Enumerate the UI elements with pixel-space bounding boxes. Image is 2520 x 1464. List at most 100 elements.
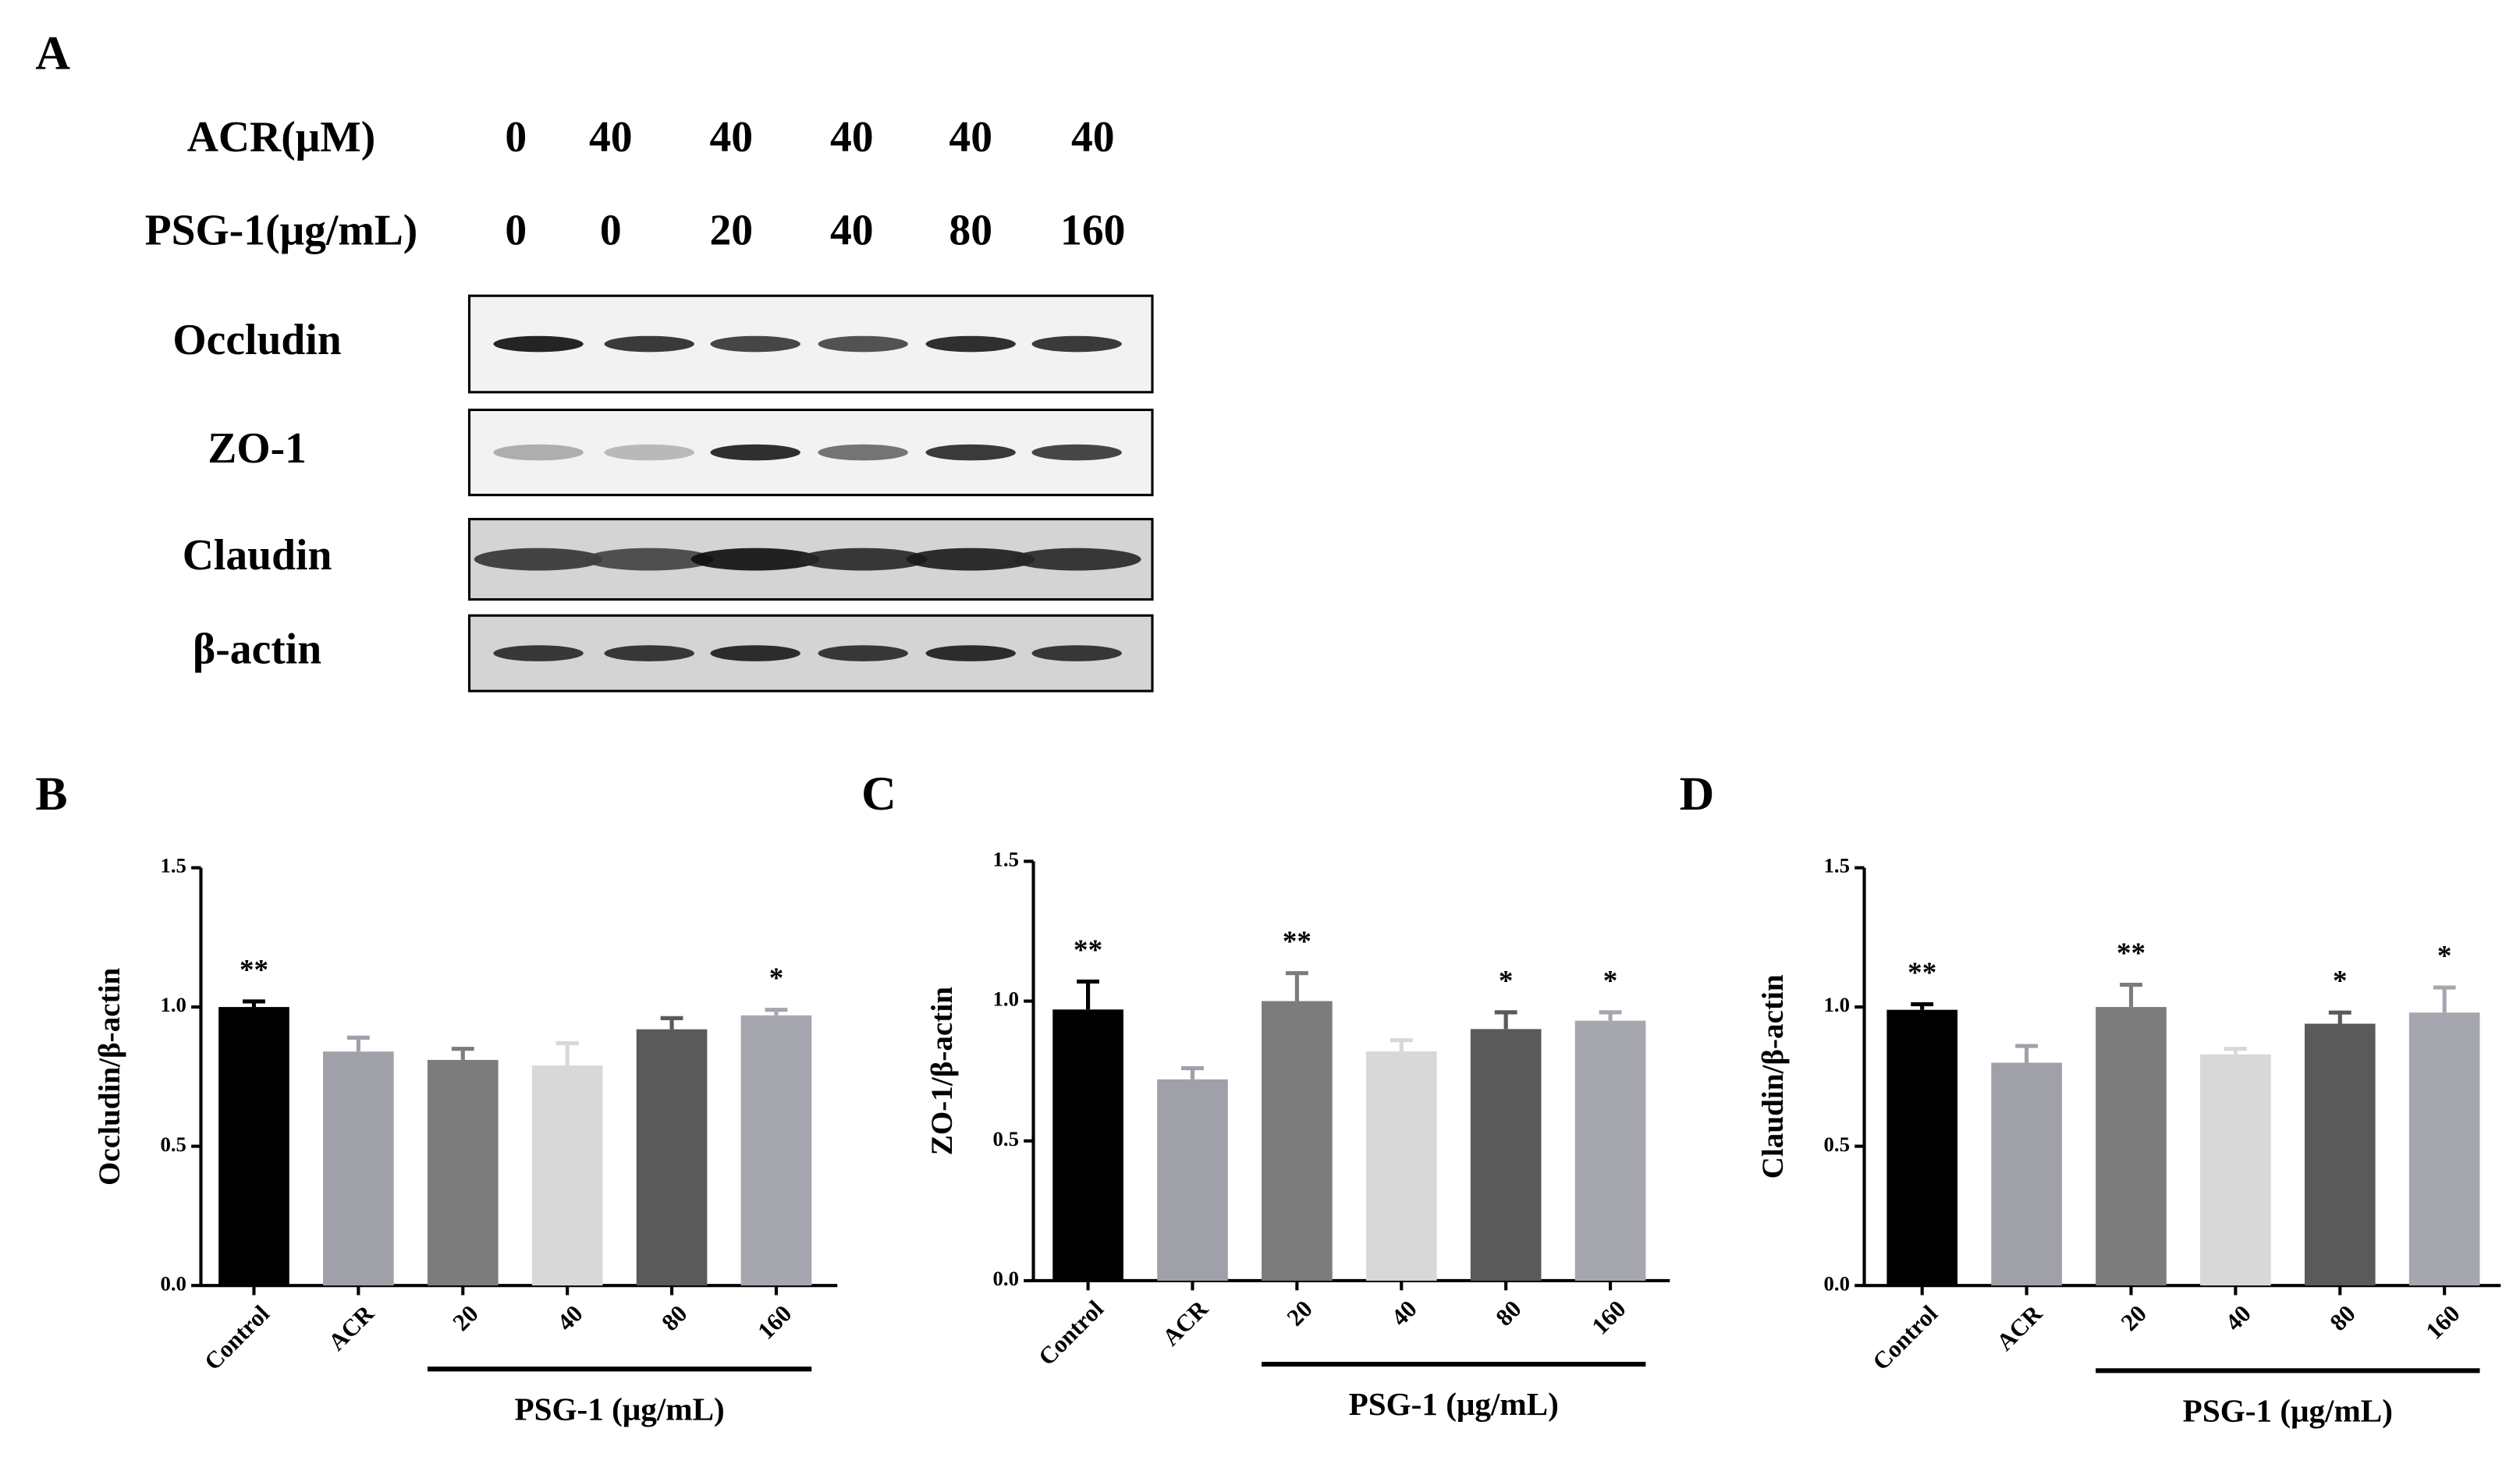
error-bar (765, 1008, 788, 1016)
x-tick-label: 40 (2220, 1299, 2256, 1336)
blot-band (1012, 548, 1141, 571)
error-bar (1285, 971, 1308, 1001)
blot-band (604, 444, 694, 461)
x-tick-label: 20 (447, 1299, 484, 1336)
bar (1886, 1009, 1958, 1286)
bar (2304, 1023, 2376, 1286)
bar (2096, 1007, 2167, 1286)
blot-band (474, 548, 603, 571)
y-axis-label: ZO-1/β-actin (925, 987, 959, 1155)
error-bar (2224, 1047, 2247, 1055)
x-tick-label: 80 (656, 1299, 693, 1336)
x-tick-label: Control (1033, 1295, 1109, 1370)
blot-band (493, 335, 584, 353)
lane-value: 80 (949, 207, 992, 255)
y-tick-label: 0.0 (1824, 1271, 1850, 1295)
panel-label: A (35, 27, 70, 80)
error-bar (243, 999, 265, 1008)
x-tick-label: Control (199, 1299, 275, 1375)
x-tick-label: 20 (1281, 1295, 1318, 1331)
error-bar (2328, 1010, 2351, 1024)
significance-label: * (1499, 965, 1514, 997)
lane-value: 40 (1071, 113, 1115, 161)
blot-band (798, 548, 928, 571)
blot-band (493, 444, 584, 461)
bar (323, 1051, 394, 1286)
y-tick-label: 1.5 (1824, 854, 1850, 877)
blot-band (818, 335, 908, 353)
x-tick-label: 160 (2420, 1299, 2465, 1344)
x-tick-label: 80 (1490, 1295, 1527, 1331)
blot-band (925, 335, 1016, 353)
y-axis-label: Occludin/β-actin (93, 967, 126, 1186)
blot-band (818, 645, 908, 661)
bar (1574, 1020, 1646, 1281)
bar (427, 1059, 499, 1286)
lane-value: 160 (1060, 207, 1125, 255)
significance-label: ** (240, 954, 268, 986)
error-bar (1077, 979, 1100, 1010)
lane-value: 40 (709, 113, 753, 161)
lane-value: 0 (600, 207, 622, 255)
lane-value: 40 (830, 207, 874, 255)
blot-band (604, 335, 694, 353)
bar (2200, 1054, 2271, 1286)
significance-label: * (2437, 941, 2452, 973)
bar (1470, 1029, 1542, 1281)
error-bar (555, 1040, 579, 1066)
y-tick-label: 0.5 (993, 1127, 1019, 1150)
lane-value: 20 (709, 207, 753, 255)
row-label: ACR(μM) (187, 113, 376, 161)
blot-band (1031, 444, 1122, 461)
significance-label: * (1603, 965, 1618, 997)
blot-band (925, 444, 1016, 461)
y-tick-label: 1.0 (1824, 993, 1850, 1016)
panel-label: B (35, 767, 67, 821)
bar (531, 1065, 603, 1286)
y-tick-label: 0.0 (993, 1267, 1019, 1290)
y-tick-label: 0.5 (1824, 1133, 1850, 1156)
bar (1991, 1062, 2062, 1286)
error-bar (2120, 982, 2142, 1008)
x-tick-label: 40 (552, 1299, 588, 1336)
blot-band (1031, 645, 1122, 661)
y-tick-label: 1.0 (160, 993, 186, 1016)
error-bar (1911, 1001, 1934, 1010)
error-bar (1494, 1010, 1517, 1030)
bar (636, 1029, 708, 1286)
group-label: PSG-1 (μg/mL) (1349, 1386, 1559, 1423)
lane-value: 40 (830, 113, 874, 161)
blot-band (584, 548, 714, 571)
error-bar (2433, 985, 2456, 1013)
group-label: PSG-1 (μg/mL) (2183, 1392, 2393, 1429)
x-tick-label: ACR (1157, 1295, 1214, 1352)
x-tick-label: ACR (1991, 1299, 2048, 1356)
bar (1157, 1079, 1228, 1281)
lane-value: 0 (505, 113, 527, 161)
blot-band (493, 645, 584, 661)
blot-band (604, 645, 694, 661)
lane-value: 40 (949, 113, 992, 161)
bar (1052, 1009, 1123, 1281)
x-tick-label: Control (1867, 1299, 1943, 1375)
x-tick-label: 40 (1386, 1295, 1422, 1331)
lane-value: 0 (505, 207, 527, 255)
bar (218, 1007, 289, 1286)
bar (2408, 1012, 2480, 1286)
blot-band (1031, 335, 1122, 353)
y-tick-label: 1.5 (160, 854, 186, 877)
blot-band (818, 444, 908, 461)
panel-label: C (861, 767, 896, 821)
error-bar (660, 1016, 683, 1030)
blot-band (710, 444, 800, 461)
bar (1365, 1051, 1437, 1281)
y-tick-label: 1.0 (993, 987, 1019, 1011)
significance-label: ** (1074, 934, 1102, 966)
error-bar (1390, 1038, 1413, 1052)
error-bar (1181, 1065, 1204, 1079)
blot-band (710, 645, 800, 661)
significance-label: * (2333, 966, 2348, 998)
group-label: PSG-1 (μg/mL) (514, 1391, 724, 1427)
x-tick-label: 20 (2115, 1299, 2152, 1336)
blot-band (906, 548, 1035, 571)
